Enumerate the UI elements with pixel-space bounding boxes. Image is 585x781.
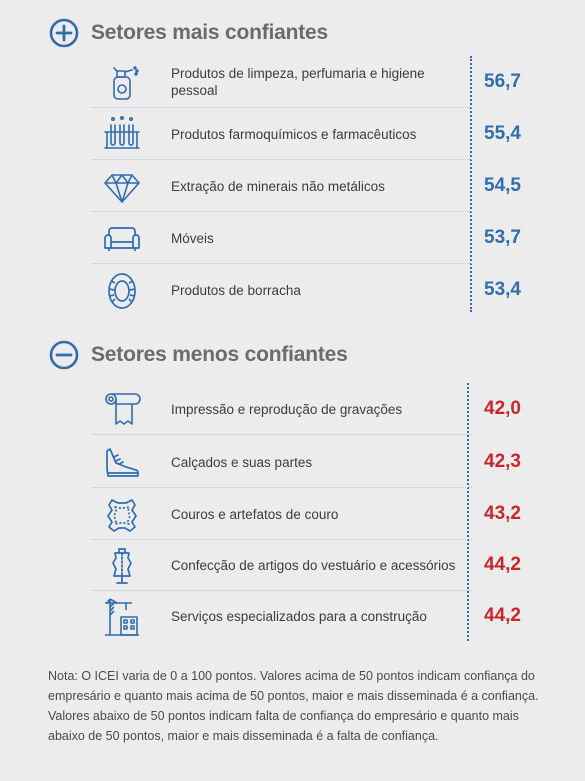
sector-value: 55,4 — [484, 123, 521, 144]
sector-label: Produtos de borracha — [171, 282, 301, 298]
sector-label: Produtos farmoquímicos e farmacêuticos — [171, 126, 417, 142]
table-row: Produtos de borracha 53,4 — [92, 264, 530, 316]
sector-label: Produtos de limpeza, perfumaria e higien… — [171, 66, 425, 98]
footnote: Nota: O ICEI varia de 0 a 100 pontos. Va… — [48, 669, 539, 743]
test-tubes-icon — [102, 115, 142, 155]
sector-label: Impressão e reprodução de gravações — [171, 401, 403, 417]
sector-value: 42,0 — [484, 398, 521, 419]
crane-building-icon — [102, 597, 142, 637]
sector-label: Couros e artefatos de couro — [171, 506, 339, 522]
table-row: Extração de minerais não metálicos 54,5 — [92, 160, 530, 212]
row-divider — [92, 487, 472, 488]
row-divider — [92, 263, 472, 264]
row-divider — [92, 159, 472, 160]
row-divider — [92, 539, 472, 540]
diamond-icon — [102, 167, 142, 207]
sector-value: 53,7 — [484, 227, 521, 248]
sector-value: 54,5 — [484, 175, 521, 196]
sector-value: 56,7 — [484, 71, 521, 92]
spray-bottle-icon — [102, 63, 142, 103]
table-row: Impressão e reprodução de gravações 42,0 — [92, 383, 530, 435]
paper-roll-icon — [102, 390, 142, 430]
table-row: Produtos de limpeza, perfumaria e higien… — [92, 56, 530, 108]
minus-circle-icon — [49, 340, 79, 370]
table-row: Móveis 53,7 — [92, 212, 530, 264]
row-divider — [92, 211, 472, 212]
sector-value: 44,2 — [484, 605, 521, 626]
tire-icon — [102, 271, 142, 311]
value-divider-negative — [467, 383, 469, 641]
table-row: Serviços especializados para a construçã… — [92, 590, 530, 642]
sector-label: Confecção de artigos do vestuário e aces… — [171, 557, 456, 573]
value-divider-positive — [470, 56, 472, 312]
row-divider — [92, 107, 472, 108]
section-header-positive: Setores mais confiantes — [49, 18, 328, 48]
section-title-negative: Setores menos confiantes — [91, 343, 348, 366]
table-row: Produtos farmoquímicos e farmacêuticos 55… — [92, 108, 530, 160]
section-title-positive: Setores mais confiantes — [91, 21, 328, 44]
section-header-negative: Setores menos confiantes — [49, 340, 348, 370]
sector-label: Extração de minerais não metálicos — [171, 178, 385, 194]
sneaker-icon — [102, 443, 142, 483]
table-row: Couros e artefatos de couro 43,2 — [92, 488, 530, 540]
sector-label: Móveis — [171, 230, 214, 246]
table-row: Calçados e suas partes 42,3 — [92, 436, 530, 488]
sector-label: Calçados e suas partes — [171, 454, 313, 470]
sector-value: 43,2 — [484, 503, 521, 524]
sector-value: 44,2 — [484, 554, 521, 575]
table-row: Confecção de artigos do vestuário e aces… — [92, 539, 530, 591]
sector-label: Serviços especializados para a construçã… — [171, 608, 427, 624]
row-divider — [92, 590, 472, 591]
sector-value: 42,3 — [484, 451, 521, 472]
sofa-icon — [102, 219, 142, 259]
dress-form-icon — [102, 546, 142, 586]
plus-circle-icon — [49, 18, 79, 48]
sector-value: 53,4 — [484, 279, 521, 300]
row-divider — [92, 434, 472, 435]
leather-hide-icon — [102, 495, 142, 535]
